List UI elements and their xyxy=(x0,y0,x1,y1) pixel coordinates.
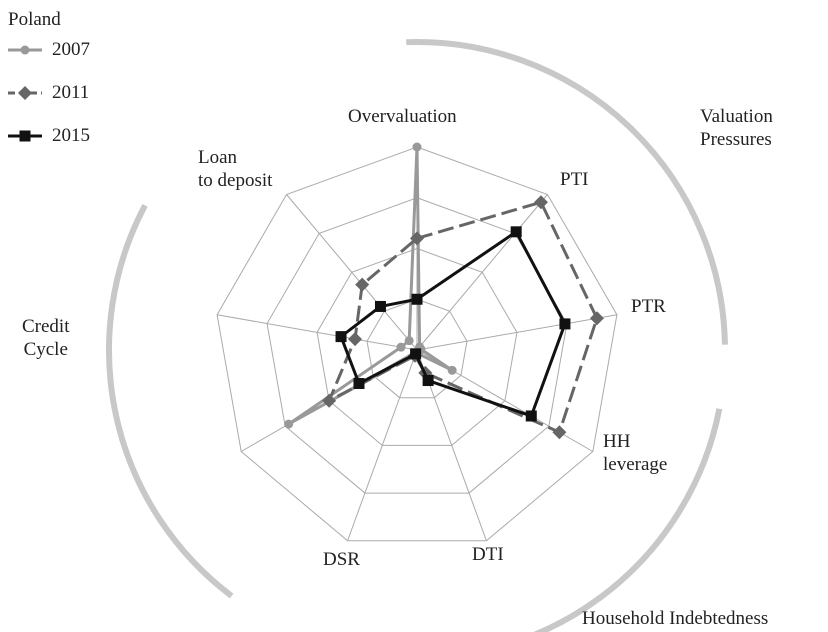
axis-label: Overvaluation xyxy=(348,106,457,127)
data-point xyxy=(374,300,386,312)
legend-marker xyxy=(18,86,32,100)
spoke xyxy=(286,194,418,351)
grid-ring xyxy=(216,146,618,542)
data-point xyxy=(355,277,370,292)
data-point xyxy=(410,231,424,246)
data-point xyxy=(510,226,522,238)
spoke xyxy=(416,194,548,351)
axis-label: HH leverage xyxy=(603,431,668,475)
axis-label: DTI xyxy=(472,544,504,565)
data-point xyxy=(396,342,406,352)
group-arc xyxy=(106,203,234,599)
data-point xyxy=(284,419,294,429)
group-arc xyxy=(406,39,728,345)
spoke xyxy=(416,314,618,351)
spoke xyxy=(347,349,418,541)
series-line xyxy=(326,200,599,435)
axis-label: PTI xyxy=(560,169,589,190)
data-point xyxy=(353,377,365,389)
data-point xyxy=(404,336,414,346)
data-point xyxy=(589,311,604,326)
data-point xyxy=(422,375,434,387)
data-point xyxy=(322,393,337,408)
legend-label: 2015 xyxy=(52,125,90,146)
data-point xyxy=(552,425,567,440)
axis-label: DSR xyxy=(323,549,360,570)
axis-label: PTR xyxy=(631,296,666,317)
data-point xyxy=(348,332,363,347)
grid-ring xyxy=(316,247,518,446)
group-label: Household Indebtedness xyxy=(582,608,769,629)
group-arc xyxy=(533,408,723,632)
data-point xyxy=(335,331,347,343)
group-label: Valuation Pressures xyxy=(700,106,773,150)
data-point xyxy=(447,365,457,375)
data-point xyxy=(559,318,571,330)
legend-marker xyxy=(19,130,31,142)
data-point xyxy=(533,195,548,210)
data-point xyxy=(411,293,423,305)
legend-title: Poland xyxy=(8,9,61,30)
legend-marker xyxy=(20,45,30,55)
spoke xyxy=(216,314,418,351)
legend-label: 2011 xyxy=(52,82,90,103)
group-label: Credit Cycle xyxy=(22,316,70,360)
legend-label: 2007 xyxy=(52,39,90,60)
data-point xyxy=(410,348,422,360)
axis-label: Loan to deposit xyxy=(198,147,273,191)
data-point xyxy=(525,410,537,422)
series-line xyxy=(339,229,567,418)
data-point xyxy=(412,142,422,152)
grid-ring xyxy=(366,298,468,399)
